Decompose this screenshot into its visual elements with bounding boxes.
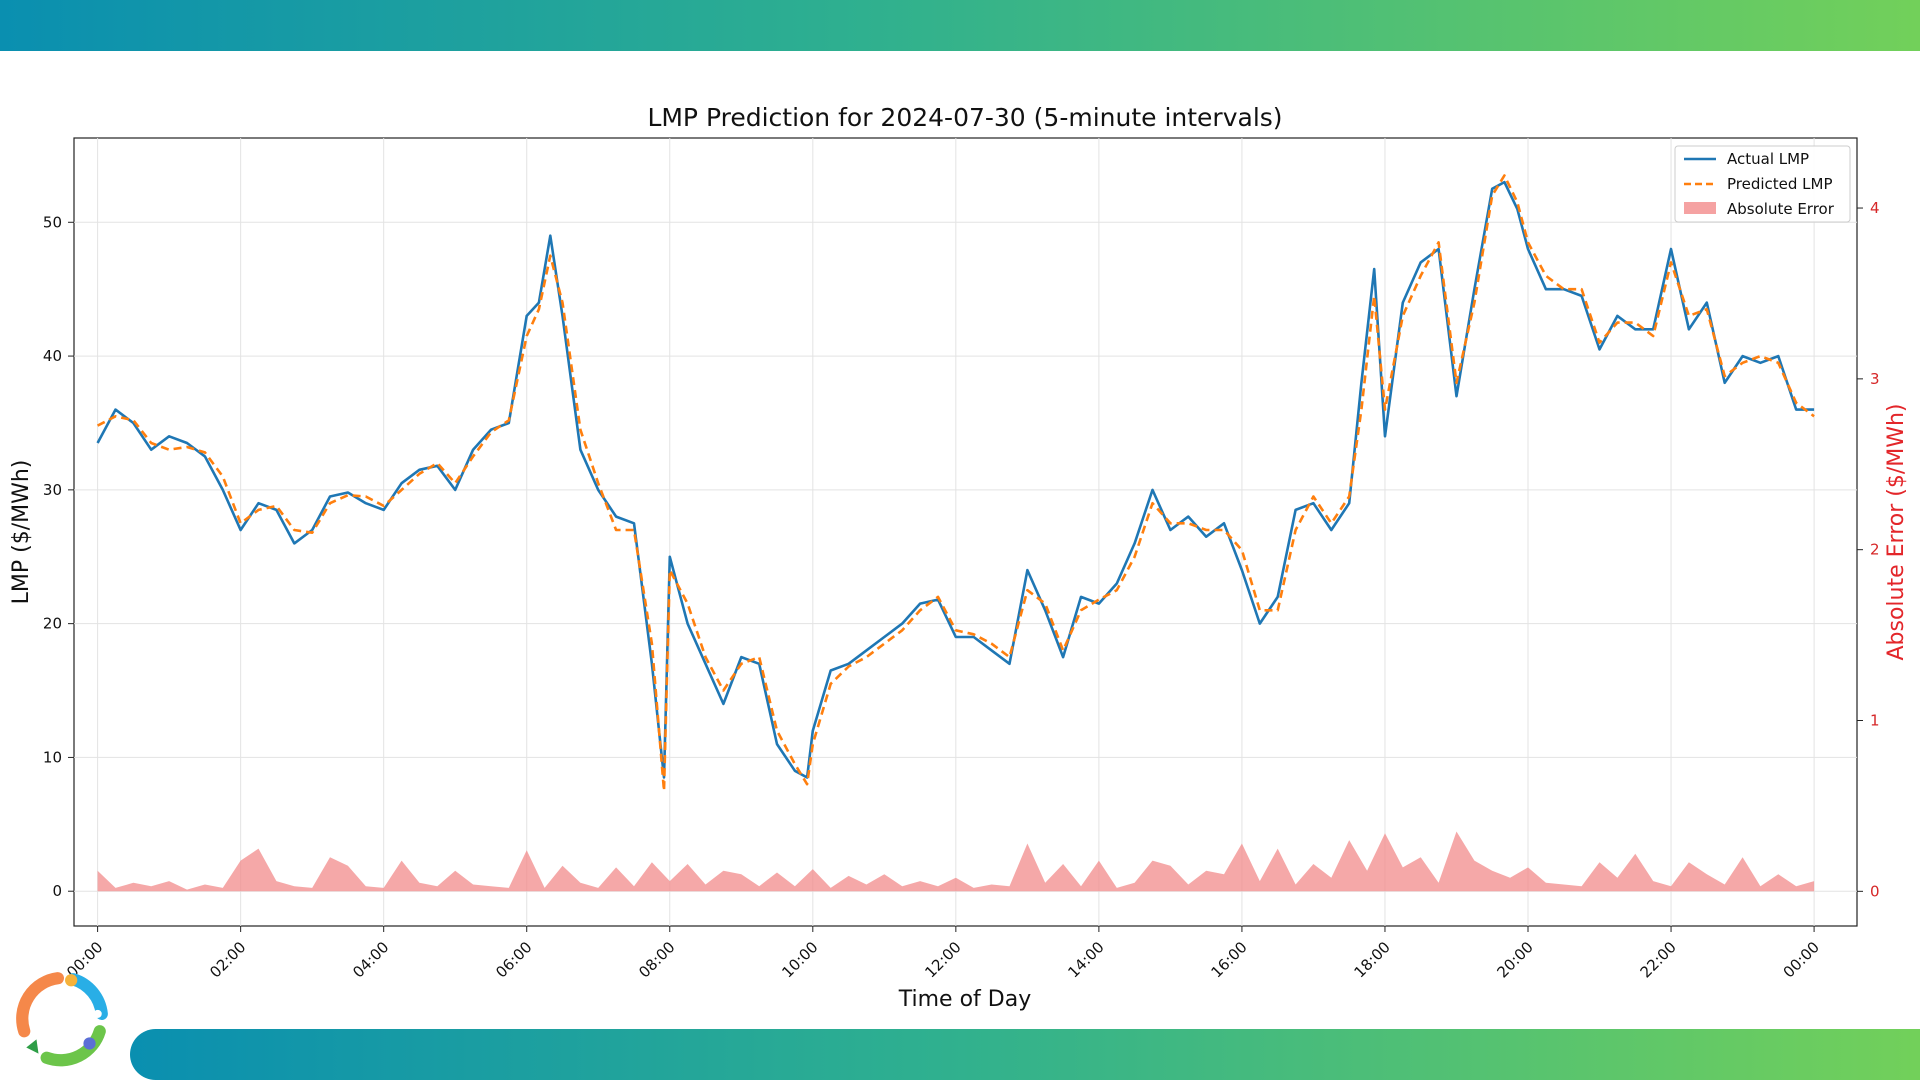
legend-label-actual: Actual LMP	[1727, 150, 1809, 168]
series-absolute-error	[97, 831, 1815, 892]
x-tick-label: 12:00	[921, 938, 964, 981]
x-tick-label: 04:00	[349, 938, 392, 981]
y-right-tick-label: 1	[1870, 712, 1880, 730]
bottom-banner	[130, 1029, 1920, 1080]
x-tick-label: 08:00	[635, 938, 678, 981]
plot-frame	[73, 137, 1858, 927]
y-right-tick-label: 3	[1870, 370, 1880, 388]
series-actual-lmp	[96, 180, 1815, 779]
line-layer	[96, 174, 1815, 793]
x-ticks: 00:00 02:00 04:00 06:00 08:00 10:00 12:00 14:00…	[63, 926, 1823, 981]
series-predicted-lmp	[97, 174, 1815, 793]
x-axis-label: Time of Day	[898, 987, 1031, 1012]
chart-title: LMP Prediction for 2024-07-30 (5-minute …	[647, 103, 1282, 132]
error-area-layer	[97, 831, 1815, 892]
y-tick-label: 30	[43, 481, 62, 499]
legend: Actual LMP Predicted LMP Absolute Error	[1674, 145, 1851, 223]
y-right-tick-label: 0	[1870, 882, 1880, 900]
logo-arc-blue	[67, 973, 108, 1021]
logo-dot-yellow	[65, 974, 78, 987]
y-ticks-left: 0 10 20 30 40 50	[43, 213, 74, 900]
x-tick-label: 14:00	[1064, 938, 1107, 981]
legend-label-error: Absolute Error	[1727, 200, 1835, 218]
logo-dot-white	[93, 1009, 102, 1018]
y-tick-label: 10	[43, 748, 62, 766]
y-right-tick-label: 4	[1870, 199, 1880, 217]
x-tick-label: 18:00	[1350, 938, 1393, 981]
x-tick-label: 22:00	[1637, 938, 1680, 981]
brand-logo	[16, 972, 108, 1067]
logo-dot-indigo	[83, 1037, 96, 1050]
top-banner	[0, 0, 1920, 51]
logo-arc-green	[40, 1025, 106, 1067]
logo-arc-orange	[16, 972, 65, 1038]
y-axis-right-label: Absolute Error ($/MWh)	[1884, 403, 1909, 660]
y-ticks-right: 0 1 2 3 4	[1857, 199, 1880, 900]
y-tick-label: 40	[43, 347, 62, 365]
legend-label-predicted: Predicted LMP	[1727, 175, 1833, 193]
y-right-tick-label: 2	[1870, 541, 1880, 559]
x-tick-label: 06:00	[492, 938, 535, 981]
x-tick-label: 02:00	[206, 938, 249, 981]
y-tick-label: 20	[43, 615, 62, 633]
x-tick-label: 20:00	[1494, 938, 1537, 981]
y-axis-label: LMP ($/MWh)	[9, 460, 34, 605]
x-tick-label: 00:00	[1780, 938, 1823, 981]
y-tick-label: 0	[52, 882, 62, 900]
x-tick-label: 16:00	[1207, 938, 1250, 981]
y-tick-label: 50	[43, 213, 62, 231]
logo-triangle	[26, 1039, 39, 1054]
legend-box	[1674, 145, 1851, 223]
legend-swatch-error	[1684, 202, 1716, 214]
x-tick-label: 10:00	[778, 938, 821, 981]
